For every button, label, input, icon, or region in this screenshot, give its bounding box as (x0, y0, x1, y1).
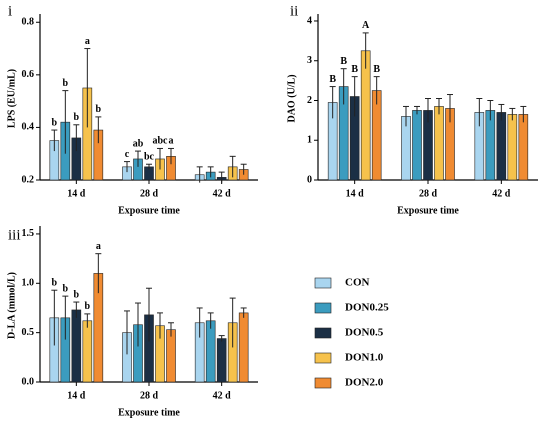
significance-letter: b (96, 104, 102, 115)
bar (485, 110, 496, 181)
significance-letter: a (169, 136, 174, 147)
x-tick-label: 42 d (213, 390, 232, 401)
y-tick-label: 1.0 (22, 278, 35, 289)
x-tick-label: 28 d (419, 188, 438, 199)
significance-letter: abc (153, 136, 169, 147)
significance-letter: B (329, 74, 336, 85)
legend-label: DON1.0 (345, 352, 384, 364)
significance-letter: b (63, 283, 69, 294)
panel-label: i (8, 3, 12, 19)
significance-letter: b (52, 277, 58, 288)
significance-letter: c (125, 149, 130, 160)
y-tick-label: 3 (307, 55, 312, 66)
x-tick-label: 42 d (492, 188, 511, 199)
bar (166, 329, 176, 383)
legend-label: DON0.5 (345, 327, 384, 339)
x-tick-label: 28 d (140, 188, 159, 199)
y-axis-label: DAO (U/L) (286, 74, 297, 122)
significance-letter: B (373, 64, 380, 75)
x-tick-label: 14 d (67, 390, 86, 401)
y-tick-label: 2 (307, 95, 312, 106)
y-tick-label: 0.5 (22, 327, 35, 338)
legend-label: DON0.25 (345, 302, 389, 314)
bar (518, 114, 529, 181)
legend-swatch (314, 302, 332, 314)
legend-swatch (314, 377, 332, 389)
y-tick-label: 4 (307, 15, 312, 26)
y-tick-label: 0.8 (22, 17, 35, 28)
bar (496, 112, 507, 181)
panel-label: ii (290, 3, 298, 19)
bar (412, 110, 422, 181)
significance-letter: a (85, 36, 90, 47)
significance-letter: B (351, 64, 358, 75)
legend-swatch (314, 352, 332, 364)
legend-label: CON (345, 277, 370, 289)
x-tick-label: 28 d (140, 390, 159, 401)
x-axis-label: Exposure time (118, 205, 180, 216)
bar (507, 114, 518, 181)
significance-letter: a (96, 241, 101, 252)
significance-letter: ab (133, 138, 144, 149)
y-tick-label: 0.4 (22, 122, 35, 133)
significance-letter: A (362, 20, 370, 31)
panel-label: iii (8, 227, 21, 243)
bar (205, 320, 216, 383)
x-axis-label: Exposure time (397, 205, 459, 216)
significance-letter: bc (144, 152, 155, 163)
bar (238, 312, 249, 383)
x-tick-label: 42 d (213, 188, 232, 199)
bar (216, 338, 227, 383)
bar (360, 50, 371, 181)
y-tick-label: 0.2 (22, 174, 35, 185)
legend-label: DON2.0 (345, 377, 384, 389)
bar (71, 309, 82, 383)
x-axis-label: Exposure time (118, 407, 180, 418)
y-tick-label: 0.0 (22, 376, 35, 387)
significance-letter: b (85, 301, 91, 312)
y-tick-label: 0.6 (22, 69, 35, 80)
y-axis-label: D-LA (mmol/L) (6, 272, 17, 339)
significance-letter: b (74, 289, 80, 300)
y-tick-label: 1 (307, 135, 312, 146)
significance-letter: B (340, 56, 347, 67)
significance-letter: b (74, 112, 80, 123)
y-tick-label: 0 (307, 174, 312, 185)
legend-swatch (314, 327, 332, 339)
significance-letter: b (63, 78, 69, 89)
legend-swatch (314, 277, 332, 289)
x-tick-label: 14 d (67, 188, 86, 199)
significance-letter: b (52, 117, 58, 128)
y-axis-label: LPS (EU/mL) (6, 69, 17, 128)
x-tick-label: 14 d (346, 188, 365, 199)
bar (82, 320, 93, 383)
y-tick-label: 1.5 (22, 228, 35, 239)
bar (434, 106, 444, 181)
